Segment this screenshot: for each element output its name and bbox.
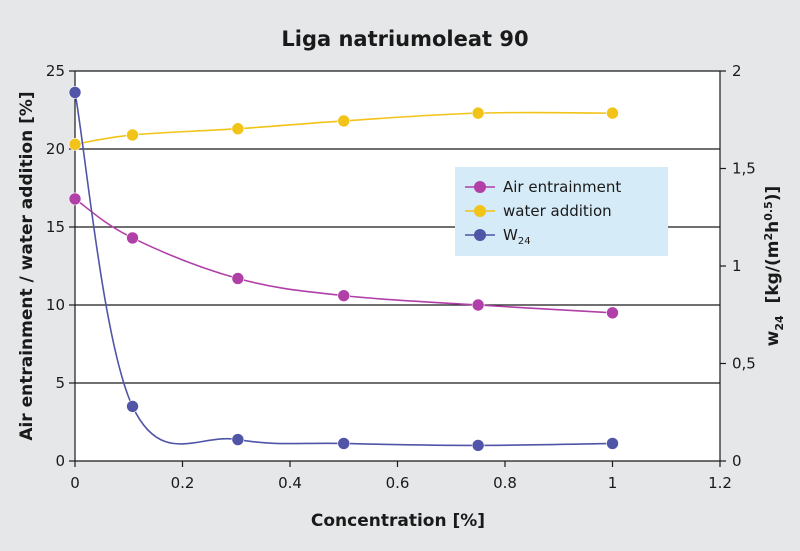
- y-axis-label: Air entrainment / water addition [%]: [17, 91, 37, 440]
- y2-tick-label-2: 1: [732, 257, 742, 275]
- y2-tick-label-3: 1,5: [732, 160, 756, 178]
- x-tick-label-1: 0.2: [171, 474, 195, 492]
- plot-area: [75, 71, 720, 461]
- y2-axis-ticks: 0 0,5 1 1,5 2: [720, 62, 756, 470]
- series-2-point-2: [231, 433, 245, 446]
- series-2-point-4: [471, 439, 485, 452]
- series-0-point-2: [231, 272, 245, 285]
- x-axis-label: Concentration [%]: [311, 511, 485, 531]
- x-axis-ticks: 0 0.2 0.4 0.6 0.8 1 1.2: [70, 461, 732, 492]
- series-0-point-1: [126, 231, 139, 245]
- legend: Air entrainment water addition W24: [455, 167, 668, 256]
- series-1-point-5: [606, 106, 619, 120]
- y-tick-label-0: 0: [55, 452, 65, 470]
- y-axis-ticks: 0 5 10 15 20 25: [46, 62, 75, 470]
- y-tick-label-3: 15: [46, 218, 65, 236]
- legend-label-0: Air entrainment: [503, 178, 621, 196]
- series-0-point-0: [68, 192, 82, 206]
- x-tick-label-3: 0.6: [386, 474, 410, 492]
- legend-marker-1: [474, 205, 486, 217]
- series-2-point-3: [337, 437, 351, 450]
- series-1-point-3: [337, 114, 351, 128]
- y-tick-label-2: 10: [46, 296, 65, 314]
- y-tick-label-5: 25: [46, 62, 65, 80]
- series-0-point-4: [471, 298, 485, 312]
- series-2-point-0: [68, 86, 82, 99]
- series-0-point-5: [606, 306, 619, 320]
- y-tick-label-4: 20: [46, 140, 65, 158]
- x-tick-label-2: 0.4: [278, 474, 302, 492]
- series-1-point-0: [68, 138, 82, 151]
- series-1-point-2: [231, 122, 245, 136]
- y2-tick-label-1: 0,5: [732, 355, 756, 373]
- series-2-point-1: [126, 400, 139, 413]
- y2-tick-label-4: 2: [732, 62, 742, 80]
- legend-label-1: water addition: [503, 202, 612, 220]
- series-2-point-5: [606, 437, 619, 450]
- x-tick-label-6: 1.2: [708, 474, 732, 492]
- legend-marker-2: [474, 229, 486, 241]
- x-tick-label-4: 0.8: [493, 474, 517, 492]
- series-0-point-3: [337, 289, 351, 302]
- series-1-point-1: [126, 128, 139, 142]
- x-tick-label-0: 0: [70, 474, 80, 492]
- y-tick-label-1: 5: [55, 374, 65, 392]
- legend-marker-0: [474, 181, 486, 193]
- y2-tick-label-0: 0: [732, 452, 742, 470]
- chart-title: Liga natriumoleat 90: [281, 27, 528, 51]
- series-points: [68, 86, 619, 452]
- y2-axis-label: w24 [kg/(m2h0.5)]: [762, 186, 786, 347]
- x-tick-label-5: 1: [608, 474, 618, 492]
- legend-label-2: W24: [503, 226, 531, 247]
- series-1-point-4: [471, 106, 485, 120]
